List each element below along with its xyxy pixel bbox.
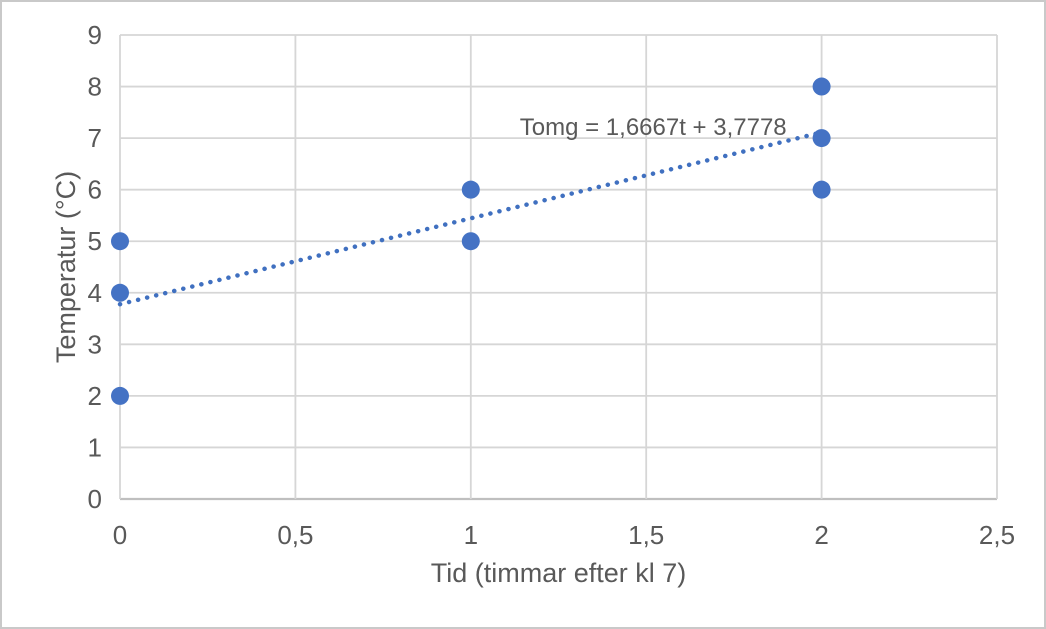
y-axis-tick-label: 9 xyxy=(88,20,102,50)
x-axis-tick-label: 2,5 xyxy=(979,520,1015,550)
data-point[interactable] xyxy=(111,386,129,405)
data-point[interactable] xyxy=(461,232,480,251)
y-axis-tick-label: 7 xyxy=(88,123,102,153)
y-axis-title: Temperatur (°C) xyxy=(51,171,81,363)
y-axis-tick-label: 5 xyxy=(88,226,102,256)
x-axis-tick-label: 0 xyxy=(113,520,127,550)
data-point[interactable] xyxy=(812,180,831,199)
data-point[interactable] xyxy=(461,180,480,199)
trendline-equation-label: Tomg = 1,6667t + 3,7778 xyxy=(520,114,787,141)
y-axis-tick-label: 4 xyxy=(88,278,102,308)
data-point[interactable] xyxy=(111,232,129,251)
y-axis-tick-label: 8 xyxy=(88,72,102,102)
x-axis-tick-label: 0,5 xyxy=(277,520,313,550)
y-axis-tick-label: 6 xyxy=(88,175,102,205)
trendline[interactable] xyxy=(117,130,824,307)
data-point[interactable] xyxy=(812,77,831,96)
x-axis-title: Tid (timmar efter kl 7) xyxy=(431,558,687,588)
data-point[interactable] xyxy=(111,283,129,302)
x-axis-tick-label: 1 xyxy=(464,520,478,550)
y-axis-tick-label: 2 xyxy=(88,381,102,411)
x-axis-tick-label: 2 xyxy=(814,520,828,550)
y-axis-tick-label: 0 xyxy=(88,484,102,514)
y-axis-tick-label: 3 xyxy=(88,329,102,359)
x-axis-tick-label: 1,5 xyxy=(628,520,664,550)
y-axis-tick-label: 1 xyxy=(88,432,102,462)
data-point[interactable] xyxy=(812,129,831,148)
